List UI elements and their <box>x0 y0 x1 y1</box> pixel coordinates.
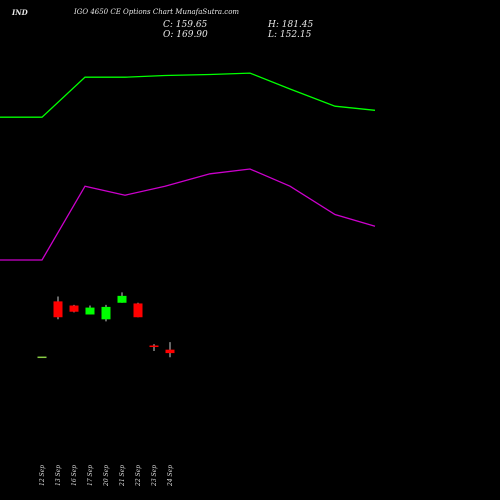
candle <box>133 302 143 318</box>
candle-body <box>37 356 47 359</box>
chart-title: IGO 4650 CE Options Chart MunafaSutra.co… <box>74 8 240 16</box>
x-tick-label: 16 Sep <box>71 465 78 486</box>
candle <box>149 344 159 352</box>
candle-body <box>69 305 79 312</box>
high-value: H: 181.45 <box>268 20 314 30</box>
lower-band-line <box>0 168 376 261</box>
x-tick-label: 22 Sep <box>135 465 142 487</box>
x-tick-label: 23 Sep <box>151 465 158 487</box>
candle <box>69 304 79 313</box>
candle-body <box>101 306 111 320</box>
x-tick-label: 12 Sep <box>39 465 46 486</box>
x-tick-label: 24 Sep <box>167 465 174 487</box>
candle-body <box>165 349 175 354</box>
candle-body <box>133 303 143 318</box>
candle <box>165 342 175 358</box>
candle <box>85 305 95 315</box>
candle-body <box>53 301 63 318</box>
candle <box>37 356 47 359</box>
candle-body <box>149 345 159 348</box>
chart-symbol: IND <box>12 8 28 17</box>
candle <box>101 304 111 322</box>
x-tick-label: 21 Sep <box>119 465 126 487</box>
x-tick-label: 13 Sep <box>55 465 62 486</box>
candle <box>117 292 127 303</box>
x-tick-label: 17 Sep <box>87 465 94 486</box>
x-axis-date-labels: 12 Sep 13 Sep 16 Sep 17 Sep 20 Sep 21 Sep 22 S… <box>39 465 174 487</box>
candlesticks <box>37 292 175 359</box>
upper-band-line <box>0 72 376 118</box>
close-value: C: 159.65 <box>163 20 208 30</box>
candle-body <box>117 295 127 303</box>
low-value: L: 152.15 <box>268 30 312 40</box>
x-tick-label: 20 Sep <box>103 465 110 487</box>
candle <box>53 296 63 320</box>
candle-body <box>85 307 95 315</box>
bollinger-bands <box>0 72 376 261</box>
open-value: O: 169.90 <box>163 30 208 40</box>
